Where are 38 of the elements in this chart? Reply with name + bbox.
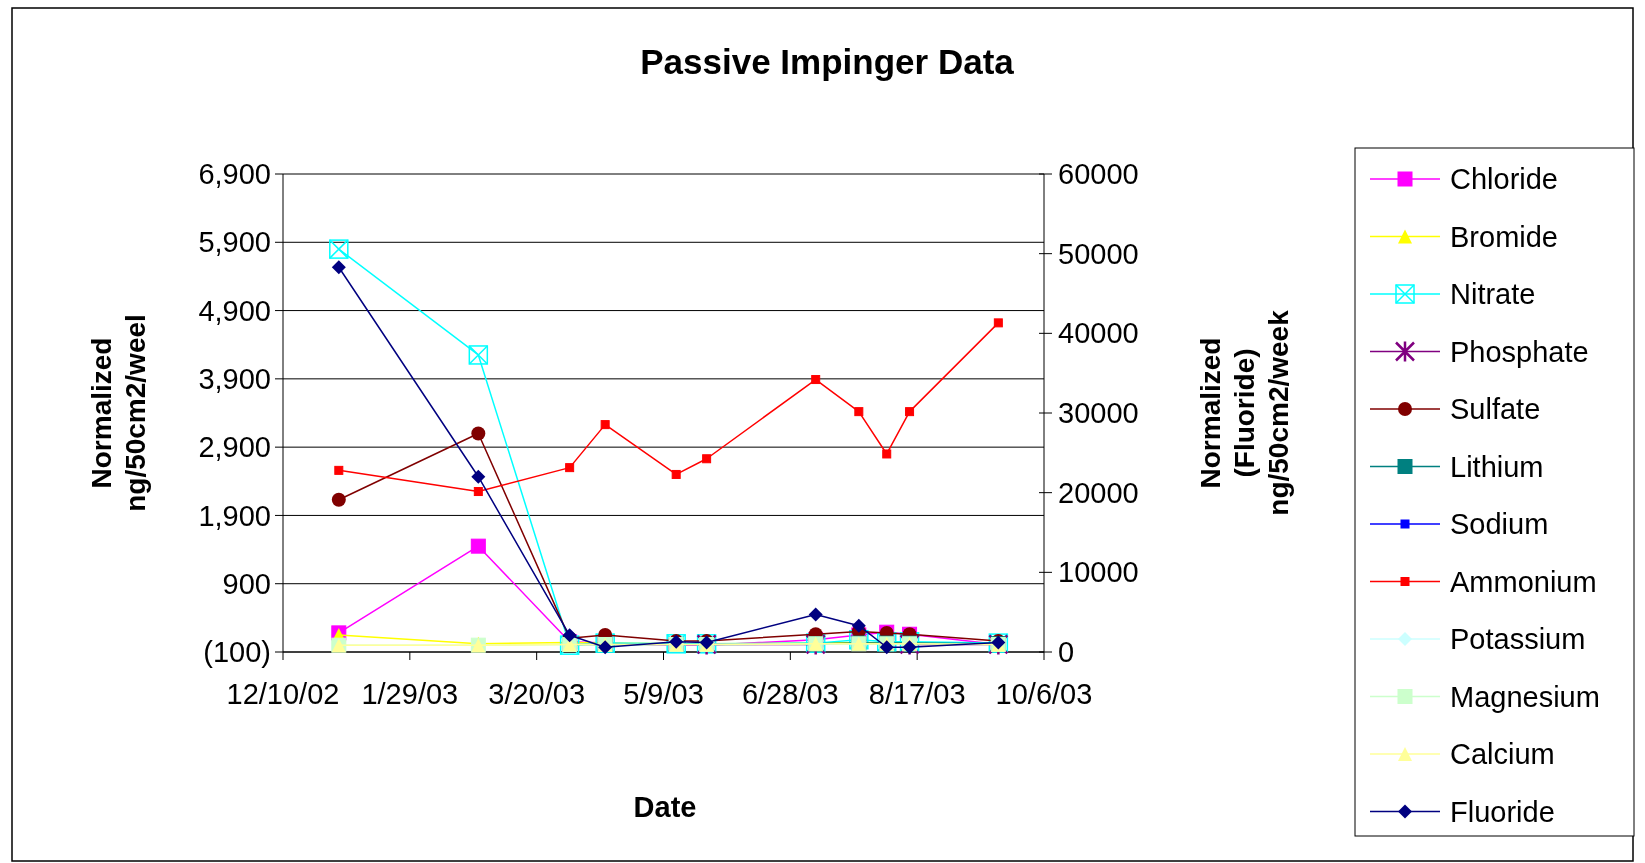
y2-tick-label: 10000: [1058, 556, 1139, 589]
x-tick-label: 6/28/03: [741, 678, 839, 710]
y2-tick-label: 30000: [1058, 397, 1139, 430]
legend-label: Phosphate: [1450, 335, 1589, 368]
y-tick-label: 3,900: [198, 363, 271, 396]
legend-label: Sodium: [1450, 508, 1549, 541]
y2-tick-label: 60000: [1058, 158, 1139, 191]
y2-axis-title: Normalized (Fluoride) ng/50cm2/week: [1195, 309, 1294, 516]
y-tick-label: 4,900: [198, 294, 271, 327]
x-tick-label: 8/17/03: [868, 678, 966, 710]
y2-tick-label: 50000: [1058, 237, 1139, 270]
y-tick-label: 900: [222, 567, 271, 600]
x-axis-title: Date: [633, 791, 697, 823]
legend-label: Chloride: [1450, 163, 1558, 196]
legend-label: Bromide: [1450, 220, 1558, 253]
y-tick-label: 1,900: [198, 499, 271, 532]
y2-tick-label: 0: [1058, 636, 1075, 669]
legend-label: Potassium: [1450, 623, 1586, 656]
y2-tick-label: 40000: [1058, 317, 1139, 350]
legend-label: Nitrate: [1450, 278, 1536, 311]
chart-title: Passive Impinger Data: [640, 42, 1015, 81]
legend-label: Calcium: [1450, 738, 1555, 771]
x-tick-label: 1/29/03: [361, 678, 459, 710]
legend-label: Magnesium: [1450, 680, 1600, 713]
legend-label: Ammonium: [1450, 565, 1597, 598]
y-tick-label: 2,900: [198, 431, 271, 464]
y2-tick-label: 20000: [1058, 476, 1139, 509]
legend-label: Lithium: [1450, 450, 1544, 483]
x-tick-label: 3/20/03: [488, 678, 586, 710]
x-tick-label: 12/10/02: [226, 678, 340, 710]
legend-label: Fluoride: [1450, 795, 1555, 828]
y-tick-label: 6,900: [198, 158, 271, 191]
x-tick-label: 10/6/03: [995, 678, 1093, 710]
y-tick-label: (100): [203, 636, 271, 669]
x-tick-label: 5/9/03: [623, 678, 704, 710]
y-tick-label: 5,900: [198, 226, 271, 259]
y-axis-title: Normalized ng/50cm2/weel: [86, 314, 151, 512]
legend-label: Sulfate: [1450, 393, 1541, 426]
